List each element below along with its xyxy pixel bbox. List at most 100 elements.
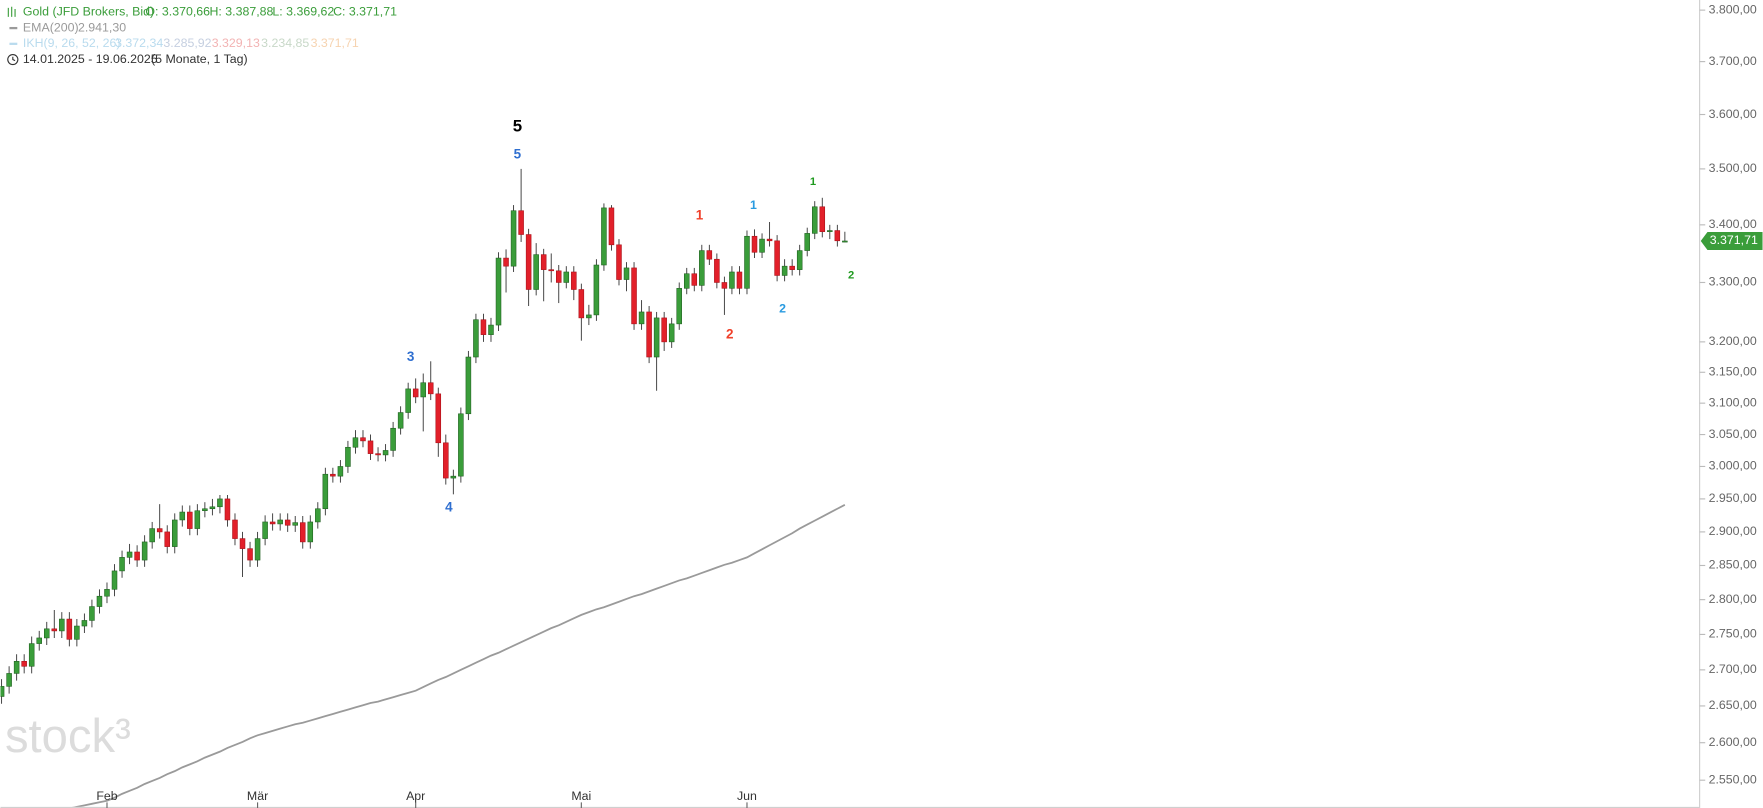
- y-tick-label: 3.400,00: [1709, 217, 1757, 231]
- y-tick-label: 3.500,00: [1709, 161, 1757, 175]
- last-price-tag: [1700, 231, 1763, 250]
- candle-body: [292, 522, 298, 526]
- candle-body: [390, 427, 396, 451]
- y-tick-label: 2.950,00: [1709, 491, 1757, 505]
- candle-body: [555, 270, 562, 283]
- legend-value: 3.234,85: [261, 36, 309, 50]
- candle-body: [164, 531, 170, 547]
- candle-body: [503, 257, 509, 267]
- candle-body: [345, 446, 351, 467]
- y-tick-label: 3.300,00: [1709, 275, 1757, 289]
- candle-body: [653, 317, 660, 358]
- candle-body: [194, 510, 201, 529]
- y-tick-label: 3.200,00: [1709, 334, 1757, 348]
- candle-body: [322, 473, 329, 510]
- candle-body: [134, 551, 140, 561]
- y-tick-label: 2.750,00: [1709, 627, 1757, 641]
- candle-body: [827, 230, 833, 232]
- candle-body: [74, 625, 80, 640]
- candle-body: [420, 382, 426, 398]
- candle-body: [586, 314, 592, 319]
- candle-body: [548, 269, 554, 272]
- candle-body: [149, 528, 155, 543]
- candle-body: [578, 289, 585, 319]
- candle-body: [638, 311, 645, 325]
- candle-body: [187, 511, 193, 529]
- candle-body: [676, 288, 682, 325]
- candle-body: [706, 250, 713, 260]
- candle-body: [593, 264, 600, 316]
- y-tick-label: 3.050,00: [1709, 427, 1757, 441]
- candle-body: [119, 557, 125, 572]
- candle-body: [759, 238, 765, 253]
- clock-icon: [7, 53, 19, 66]
- candle-body: [0, 686, 5, 697]
- y-tick-label: 2.700,00: [1709, 662, 1757, 676]
- candle-body: [36, 637, 42, 644]
- candle-body: [367, 440, 374, 454]
- candle-body: [601, 207, 607, 266]
- candle-body: [525, 234, 532, 290]
- y-tick-label: 3.150,00: [1709, 365, 1757, 379]
- candle-body: [781, 265, 788, 276]
- candle-body: [796, 250, 803, 270]
- legend-value: 2.941,30: [78, 20, 126, 34]
- candle-body: [518, 210, 524, 235]
- candle-body: [277, 519, 283, 525]
- candle-body: [540, 254, 547, 270]
- candle-body: [21, 661, 27, 667]
- candle-body: [646, 311, 652, 358]
- legend-entry: EMA(200): [23, 20, 79, 34]
- y-tick-label: 2.850,00: [1709, 558, 1757, 572]
- candle-body: [352, 437, 359, 448]
- legend-icon: [7, 6, 16, 17]
- candle-body: [397, 412, 404, 429]
- candle-body: [510, 210, 517, 267]
- legend-value: 3.372,34: [115, 36, 163, 50]
- candle-body: [744, 235, 750, 289]
- chart-title: Gold (JFD Brokers, Bid): [23, 5, 154, 19]
- candle-body: [834, 230, 841, 242]
- candle-body: [202, 508, 208, 512]
- y-tick-label: 3.000,00: [1709, 459, 1757, 473]
- candle-body: [473, 319, 479, 358]
- last-price-label: 3.371,71: [1710, 233, 1758, 247]
- candle-body: [284, 519, 291, 526]
- y-tick-label: 3.700,00: [1709, 54, 1757, 68]
- wave-label: 1: [750, 198, 757, 212]
- candle-body: [450, 475, 457, 479]
- period: 14.01.2025 - 19.06.2025: [23, 52, 158, 66]
- wave-label: 2: [726, 326, 734, 341]
- candle-body: [804, 233, 810, 251]
- candle-body: [608, 207, 615, 246]
- wave-label: 3: [407, 349, 415, 364]
- candle-body: [480, 319, 487, 335]
- candle-body: [465, 356, 472, 415]
- candle-body: [66, 618, 73, 640]
- candle-body: [789, 265, 795, 270]
- wave-label: 5: [513, 116, 522, 135]
- candle-body: [412, 388, 419, 398]
- y-tick-label: 3.100,00: [1709, 395, 1757, 409]
- legend-entry: IKH(9, 26, 52, 26): [23, 36, 121, 50]
- wave-label: 2: [848, 269, 854, 281]
- candle-body: [171, 519, 178, 547]
- candle-body: [307, 521, 314, 543]
- wave-label: 1: [696, 207, 704, 222]
- candle-body: [141, 541, 148, 561]
- ohlc-label: L: 3.369,62: [272, 5, 334, 19]
- candle-body: [488, 324, 494, 335]
- candle-body: [104, 589, 110, 597]
- candle-body: [691, 273, 698, 286]
- candle-body: [28, 643, 35, 667]
- candle-body: [563, 271, 570, 283]
- candle-body: [427, 382, 434, 395]
- candle-body: [443, 442, 449, 479]
- wave-label: 5: [514, 147, 522, 162]
- candle-body: [81, 620, 88, 627]
- candle-body: [232, 519, 238, 539]
- candle-body: [714, 258, 720, 283]
- candle-body: [224, 498, 231, 521]
